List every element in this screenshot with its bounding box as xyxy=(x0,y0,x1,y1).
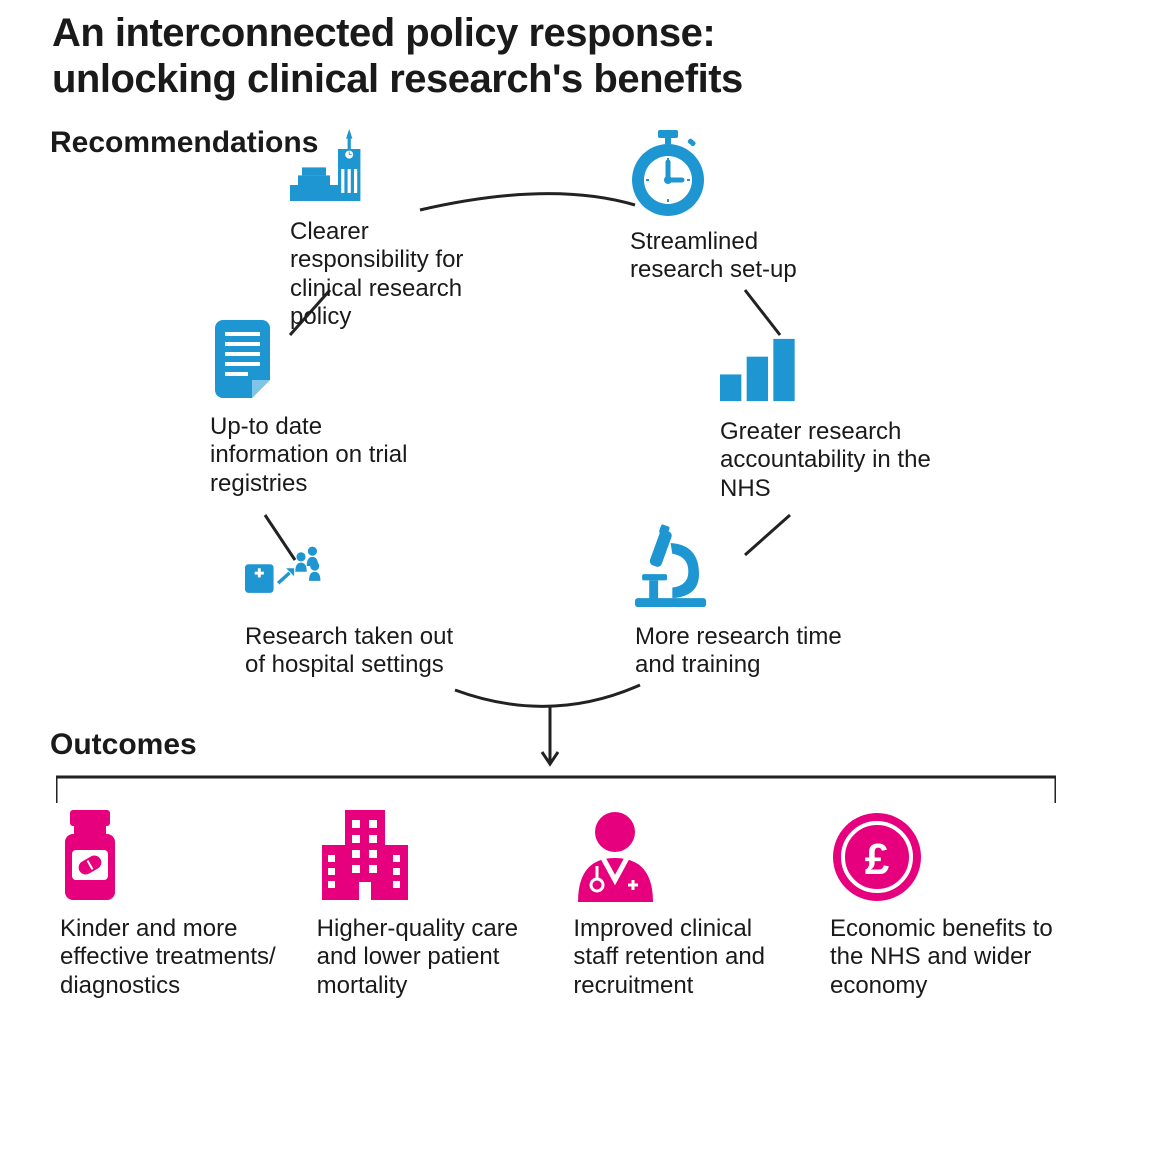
node-research-out-hospital: Research taken out of hospital settings xyxy=(245,535,465,680)
outcome-label: Higher-quality care and lower patient mo… xyxy=(317,915,547,1000)
outcome-label: Kinder and more effective treatments/ di… xyxy=(60,915,290,1000)
outcome-label: Improved clinical staff retention and re… xyxy=(573,915,803,1000)
node-greater-accountability: Greater research accountability in the N… xyxy=(720,330,940,503)
recommendations-circle: Clearer responsibility for clinical rese… xyxy=(190,130,910,710)
outcomes-row: Kinder and more effective treatments/ di… xyxy=(60,810,1060,1000)
document-icon xyxy=(210,325,290,405)
parliament-icon xyxy=(290,130,370,210)
outcome-label: Economic benefits to the NHS and wider e… xyxy=(830,915,1060,1000)
outcome-staff-retention: Improved clinical staff retention and re… xyxy=(573,810,803,1000)
bars-icon xyxy=(720,330,800,410)
node-trial-registries: Up-to date information on trial registri… xyxy=(210,325,430,498)
title-line-2: unlocking clinical research's benefits xyxy=(52,56,743,102)
node-label: Research taken out of hospital settings xyxy=(245,623,465,680)
outcome-higher-quality-care: Higher-quality care and lower patient mo… xyxy=(317,810,547,1000)
hospital-people-icon xyxy=(245,535,325,615)
node-label: Greater research accountability in the N… xyxy=(720,418,940,503)
outcome-kinder-treatments: Kinder and more effective treatments/ di… xyxy=(60,810,290,1000)
node-label: More research time and training xyxy=(635,623,855,680)
microscope-icon xyxy=(635,535,715,615)
node-more-research-time: More research time and training xyxy=(635,535,855,680)
node-streamlined-setup: Streamlined research set-up xyxy=(630,140,850,285)
pill-bottle-icon xyxy=(60,810,290,905)
pound-icon: £ xyxy=(830,810,1060,905)
page-title: An interconnected policy response: unloc… xyxy=(52,10,743,102)
node-label: Up-to date information on trial registri… xyxy=(210,413,430,498)
node-label: Clearer responsibility for clinical rese… xyxy=(290,218,510,331)
stopwatch-icon xyxy=(630,140,710,220)
node-label: Streamlined research set-up xyxy=(630,228,850,285)
outcomes-bracket xyxy=(56,775,1056,805)
clinician-icon xyxy=(573,810,803,905)
building-icon xyxy=(317,810,547,905)
outcome-economic-benefits: £ Economic benefits to the NHS and wider… xyxy=(830,810,1060,1000)
node-clearer-responsibility: Clearer responsibility for clinical rese… xyxy=(290,130,510,331)
outcomes-heading: Outcomes xyxy=(50,728,197,762)
title-line-1: An interconnected policy response: xyxy=(52,10,743,56)
svg-text:£: £ xyxy=(865,835,890,884)
